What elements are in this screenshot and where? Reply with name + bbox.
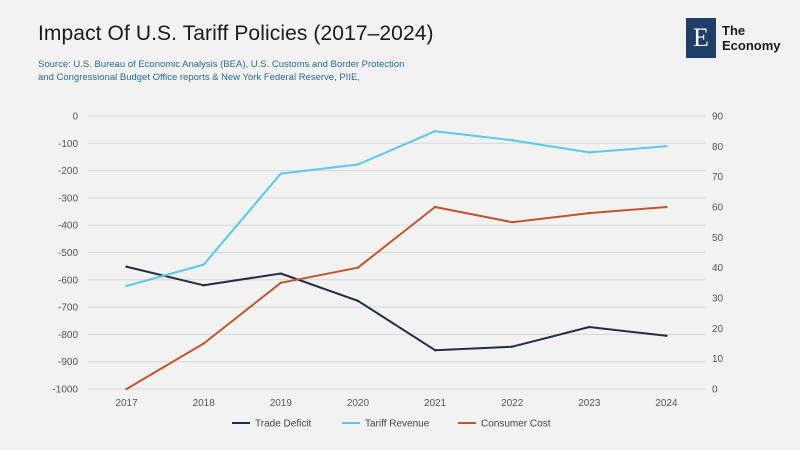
x-tick-label: 2019 [270, 398, 293, 409]
y-left-tick-label: 0 [72, 112, 78, 123]
y-left-tick-label: -900 [58, 357, 78, 368]
tariff-revenue-point [202, 263, 205, 266]
tariff-revenue-point [125, 284, 128, 288]
y-left-tick-label: -700 [58, 303, 78, 314]
publisher-logo: E The Economy [686, 18, 781, 58]
trade-deficit-point [433, 349, 437, 352]
trade-deficit-point [510, 345, 514, 348]
tariff-revenue-point [433, 129, 437, 133]
consumer-cost-point [665, 205, 668, 209]
trade-deficit-point [665, 334, 668, 337]
chart-title: Impact Of U.S. Tariff Policies (2017–202… [38, 22, 434, 45]
x-tick-label: 2017 [115, 398, 138, 409]
tariff-revenue-point [510, 139, 514, 142]
logo-wordmark: The Economy [722, 23, 781, 53]
y-right-tick-label: 70 [712, 172, 724, 183]
y-left-tick-label: -800 [58, 330, 78, 341]
source-line-1: Source: U.S. Bureau of Economic Analysis… [38, 59, 405, 70]
y-right-tick-label: 20 [712, 324, 724, 335]
trade-deficit-point [279, 272, 283, 275]
consumer-cost-legend-label: Consumer Cost [481, 419, 551, 430]
consumer-cost-point [202, 342, 205, 345]
y-left-tick-label: -200 [58, 166, 78, 177]
y-left-tick-label: -400 [58, 221, 78, 232]
y-right-tick-label: 80 [712, 142, 724, 153]
consumer-cost-point [510, 220, 514, 224]
consumer-cost-line [125, 206, 668, 390]
y-right-tick-label: 50 [712, 233, 724, 244]
x-tick-label: 2021 [424, 398, 447, 409]
y-left-tick-label: -100 [58, 139, 78, 150]
trade-deficit-point [125, 265, 128, 268]
y-right-tick-label: 60 [712, 203, 724, 214]
trade-deficit-legend-label: Trade Deficit [255, 419, 312, 430]
y-left-tick-label: -500 [58, 248, 78, 259]
logo-mark: E [686, 18, 716, 58]
trade-deficit-point [588, 325, 591, 329]
y-right-tick-label: 0 [712, 385, 718, 396]
consumer-cost-point [433, 205, 437, 209]
trade-deficit-point [356, 299, 360, 303]
x-tick-label: 2018 [193, 398, 216, 409]
tariff-revenue-point [356, 163, 360, 166]
y-right-tick-label: 40 [712, 263, 724, 274]
trade-deficit-point [202, 284, 205, 287]
tariff-revenue-point [588, 151, 591, 154]
tariff-revenue-point [279, 172, 283, 175]
consumer-cost-point [356, 266, 360, 269]
y-left-tick-label: -1000 [52, 385, 78, 396]
consumer-cost-point [125, 387, 128, 391]
consumer-cost-point [588, 211, 591, 215]
y-right-tick-label: 90 [712, 112, 724, 123]
x-tick-label: 2020 [347, 398, 370, 409]
consumer-cost-point [279, 281, 283, 285]
logo-line-1: The [722, 23, 746, 38]
logo-line-2: Economy [722, 38, 781, 53]
x-tick-label: 2023 [578, 398, 601, 409]
x-tick-label: 2022 [501, 398, 524, 409]
x-tick-label: 2024 [655, 398, 678, 409]
tariff-revenue-point [665, 145, 668, 148]
trade-deficit-line [125, 265, 668, 352]
y-left-tick-label: -600 [58, 275, 78, 286]
y-right-tick-label: 30 [712, 294, 724, 305]
y-left-tick-label: -300 [58, 193, 78, 204]
tariff-revenue-line [125, 130, 668, 287]
y-right-tick-label: 10 [712, 354, 724, 365]
tariff-revenue-legend-label: Tariff Revenue [365, 419, 430, 430]
source-note: Source: U.S. Bureau of Economic Analysis… [38, 58, 458, 84]
source-line-2: and Congressional Budget Office reports … [38, 72, 360, 83]
